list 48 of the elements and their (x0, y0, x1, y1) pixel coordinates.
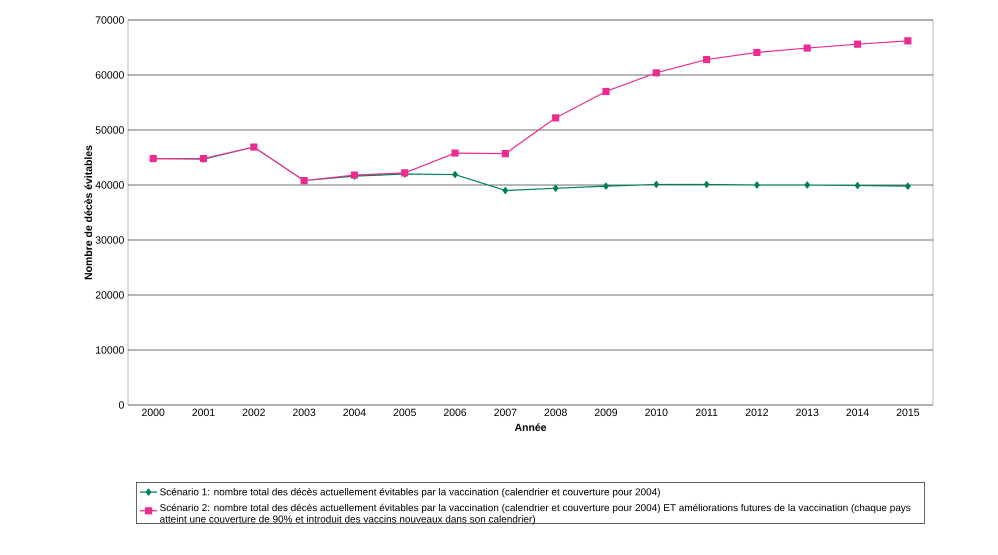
point (603, 182, 609, 190)
x-tick-label: 2009 (594, 408, 618, 416)
x-tick-label: 2003 (293, 408, 316, 416)
point (451, 150, 459, 157)
x-tick-label: 2011 (696, 408, 718, 416)
x-tick-label: 2005 (394, 408, 416, 416)
x-tick-label: 2004 (343, 408, 366, 416)
point (753, 48, 761, 56)
point (602, 88, 610, 96)
point (854, 182, 860, 190)
y-axis-title: Nombre de décès évitables (84, 145, 92, 280)
x-tick-label: 2000 (142, 408, 164, 416)
y-tick-label: 40000 (95, 181, 124, 189)
point (452, 170, 458, 178)
y-tick-label: 70000 (96, 16, 124, 24)
point (552, 114, 560, 122)
point (502, 186, 508, 194)
point (552, 184, 559, 192)
x-tick-label: 2014 (846, 408, 869, 416)
y-tick-label: 50000 (96, 126, 124, 134)
x-axis-title: Année (514, 423, 546, 432)
point (652, 69, 660, 76)
x-tick-label: 2006 (444, 408, 466, 416)
point (704, 180, 710, 188)
legend-label: Scénario 2: nombre total des décès actuellement évitables par la vaccination (calendrier et couverture pour 2004) ET améliorations futures de la vaccination (chaque pays atteint une couverture de 90% et introduit des vaccins nouveaux dans son calendrier) (160, 504, 910, 525)
x-tick-label: 2008 (544, 408, 567, 416)
x-tick-label: 2007 (494, 408, 516, 416)
point (754, 181, 760, 189)
legend-label: Scénario 1: nombre total des décès actuellement évitables par la vaccination (calendrier et couverture pour 2004) (160, 488, 660, 498)
y-tick-label: 60000 (96, 71, 124, 79)
point (703, 56, 710, 64)
x-tick-label: 2010 (645, 408, 668, 416)
x-tick-label: 2002 (242, 408, 265, 416)
point (904, 37, 912, 44)
point (502, 150, 509, 158)
x-tick-label: 2001 (192, 408, 215, 416)
y-tick-label: 30000 (96, 236, 124, 244)
point (804, 44, 811, 52)
point (804, 181, 810, 189)
point (905, 182, 911, 190)
x-tick-label: 2013 (796, 408, 818, 416)
y-tick-label: 0 (118, 401, 124, 409)
x-tick-label: 2015 (896, 408, 920, 416)
point (653, 180, 660, 188)
point (854, 40, 862, 48)
y-tick-label: 10000 (96, 346, 124, 354)
x-tick-label: 2012 (746, 408, 768, 416)
y-tick-label: 20000 (96, 291, 124, 299)
